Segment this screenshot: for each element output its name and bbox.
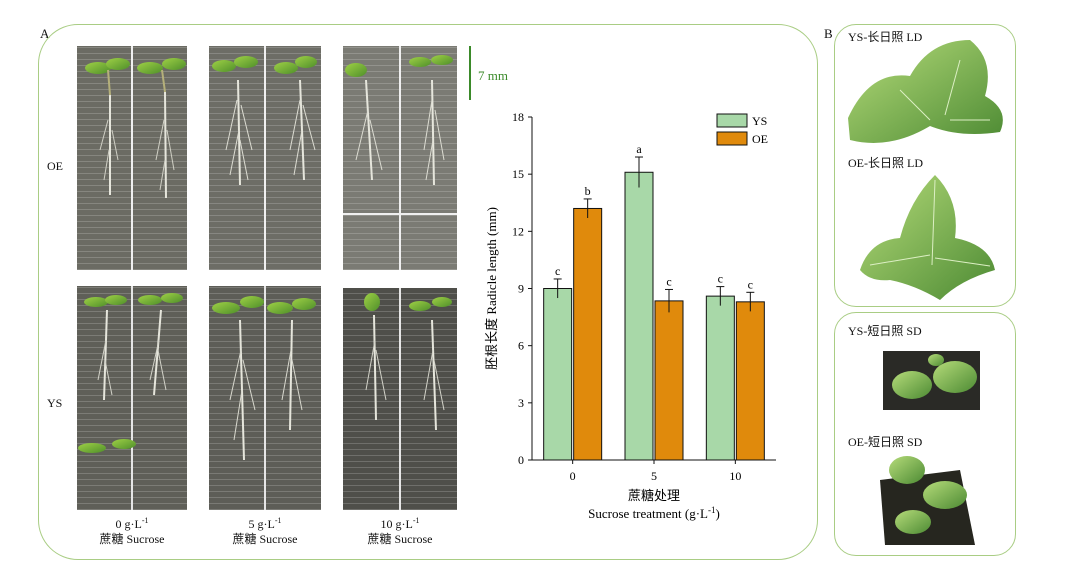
bar-oe xyxy=(654,300,684,461)
significance-letter: c xyxy=(666,274,671,288)
panel-a-letter: A xyxy=(40,26,50,41)
significance-letter: c xyxy=(555,264,560,278)
y-tick-label: 18 xyxy=(512,110,524,124)
photo-ys-sd xyxy=(883,351,980,410)
bar-ys xyxy=(624,171,654,461)
panel-b-frame-ld xyxy=(834,24,1016,307)
photo-ys-5 xyxy=(209,286,321,510)
y-tick-label: 9 xyxy=(518,282,524,296)
bar-oe xyxy=(573,207,603,461)
row-label-ys: YS xyxy=(47,396,63,410)
photo-ys-0 xyxy=(77,286,187,510)
bar-ys xyxy=(543,288,573,461)
y-tick-label: 12 xyxy=(512,224,524,238)
x-tick-label: 5 xyxy=(651,469,657,483)
photo-oe-ld xyxy=(860,175,995,300)
bar-ys xyxy=(705,295,735,461)
legend-swatch-oe xyxy=(716,131,748,146)
significance-letter: b xyxy=(585,184,591,198)
y-tick-label: 15 xyxy=(512,167,524,181)
legend-swatch-ys xyxy=(716,113,748,128)
significance-letter: c xyxy=(748,277,753,291)
x-tick-label: 10 xyxy=(729,469,741,483)
bar-oe xyxy=(735,301,765,461)
panel-b-letter: B xyxy=(824,26,833,41)
row-label-oe: OE xyxy=(47,159,63,173)
caption-0: 0 g·L-1 蔗糖 Sucrose xyxy=(99,516,165,546)
photo-ys-ld xyxy=(848,40,1003,143)
y-axis-label: 胚根长度 Radicle length (mm) xyxy=(484,207,499,370)
radicle-length-chart: 0 3 6 9 12 15 18 0 c b 5 a c 10 c c YS OE 胚根长度 Radicle len… xyxy=(484,110,776,521)
caption-10: 10 g·L-1 蔗糖 Sucrose xyxy=(367,516,433,546)
label-oe-sd: OE-短日照 SD xyxy=(848,435,923,449)
scale-bar-label: 7 mm xyxy=(478,68,508,83)
caption-5: 5 g·L-1 蔗糖 Sucrose xyxy=(232,516,298,546)
legend-label-ys: YS xyxy=(752,114,767,128)
legend-label-oe: OE xyxy=(752,132,768,146)
label-ys-ld: YS-长日照 LD xyxy=(848,30,923,44)
y-tick-label: 3 xyxy=(518,396,524,410)
significance-letter: a xyxy=(636,142,642,156)
photo-oe-5 xyxy=(209,46,321,270)
photo-oe-10 xyxy=(343,46,457,270)
significance-letter: c xyxy=(718,272,723,286)
panel-b-frame-sd xyxy=(834,312,1016,556)
label-ys-sd: YS-短日照 SD xyxy=(848,324,922,338)
panel-a-frame xyxy=(38,24,818,560)
label-oe-ld: OE-长日照 LD xyxy=(848,156,923,170)
photo-ys-10 xyxy=(343,288,457,510)
photo-oe-sd xyxy=(880,456,975,545)
y-tick-label: 0 xyxy=(518,453,524,467)
photo-oe-0 xyxy=(77,46,187,270)
x-tick-label: 0 xyxy=(570,469,576,483)
x-axis-label-cn: 蔗糖处理 xyxy=(628,488,680,503)
x-axis-label-en: Sucrose treatment (g·L-1) xyxy=(588,505,720,521)
y-tick-label: 6 xyxy=(518,339,524,353)
